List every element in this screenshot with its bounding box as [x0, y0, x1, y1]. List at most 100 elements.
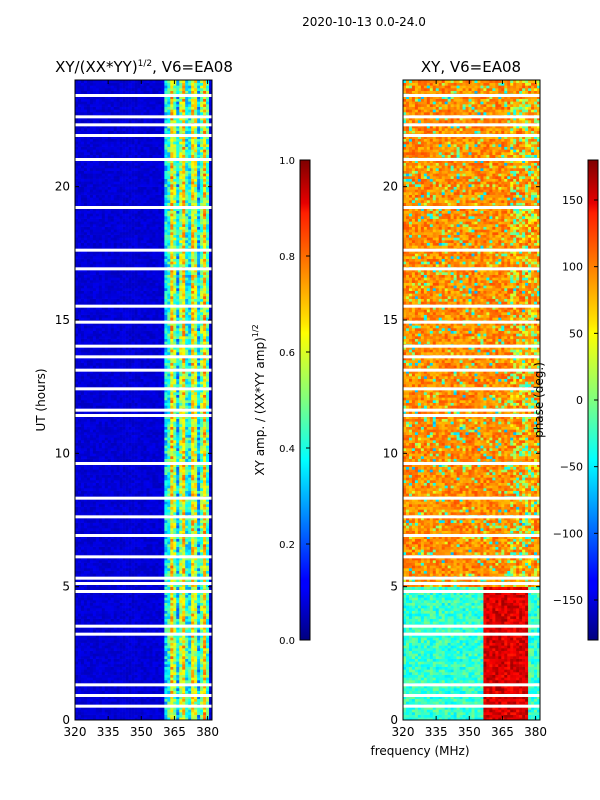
heatmap-cell — [104, 448, 109, 451]
heatmap-cell — [137, 509, 141, 513]
heatmap-cell — [161, 525, 165, 529]
heatmap-cell — [167, 578, 171, 582]
heatmap-cell — [179, 522, 183, 526]
heatmap-cell — [185, 602, 189, 606]
heatmap-cell — [185, 680, 189, 683]
heatmap-cell — [75, 549, 79, 553]
heatmap-cell — [209, 696, 213, 699]
heatmap-cell — [128, 488, 132, 491]
heatmap-cell — [200, 712, 204, 715]
heatmap-cell — [110, 645, 115, 649]
heatmap-cell — [146, 653, 150, 657]
heatmap-cell — [152, 642, 156, 646]
heatmap-cell — [206, 709, 210, 713]
heatmap-cell — [101, 445, 106, 449]
heatmap-cell — [176, 544, 180, 547]
heatmap-cell — [203, 498, 207, 502]
heatmap-cell — [146, 680, 150, 683]
heatmap-cell — [191, 493, 195, 497]
heatmap-cell — [122, 437, 126, 441]
heatmap-cell — [86, 541, 91, 545]
heatmap-cell — [206, 677, 210, 681]
heatmap-cell — [131, 640, 135, 643]
heatmap-cell — [110, 661, 115, 665]
heatmap-cell — [131, 560, 135, 563]
heatmap-cell — [161, 626, 165, 630]
heatmap-cell — [116, 538, 120, 542]
heatmap-cell — [143, 584, 147, 587]
heatmap-cell — [95, 453, 100, 457]
heatmap-cell — [164, 562, 168, 566]
heatmap-cell — [75, 504, 79, 507]
heatmap-cell — [92, 616, 97, 619]
heatmap-cell — [113, 717, 117, 721]
heatmap-cell — [164, 504, 168, 507]
heatmap-cell — [89, 474, 94, 478]
heatmap-cell — [89, 440, 94, 443]
heatmap-cell — [194, 458, 198, 462]
heatmap-cell — [75, 536, 79, 539]
heatmap-cell — [110, 669, 115, 673]
heatmap-cell — [179, 656, 183, 659]
heatmap-cell — [209, 453, 213, 457]
heatmap-cell — [75, 437, 79, 441]
heatmap-cell — [191, 560, 195, 563]
heatmap-cell — [143, 656, 147, 659]
heatmap-cell — [197, 453, 201, 457]
heatmap-cell — [176, 709, 180, 713]
heatmap-cell — [152, 525, 156, 529]
heatmap-cell — [203, 586, 207, 590]
heatmap-cell — [161, 701, 165, 705]
heatmap-cell — [194, 448, 198, 451]
heatmap-cell — [209, 717, 213, 721]
heatmap-cell — [101, 584, 106, 587]
heatmap-cell — [122, 517, 126, 521]
heatmap-cell — [164, 594, 168, 598]
heatmap-cell — [164, 714, 168, 718]
heatmap-cell — [143, 640, 147, 643]
heatmap-cell — [182, 480, 186, 483]
heatmap-cell — [128, 474, 132, 478]
heatmap-cell — [140, 586, 144, 590]
heatmap-cell — [107, 709, 112, 713]
heatmap-cell — [200, 546, 204, 550]
heatmap-cell — [116, 674, 120, 678]
heatmap-cell — [77, 597, 82, 601]
heatmap-cell — [152, 504, 156, 507]
heatmap-cell — [137, 637, 141, 641]
heatmap-cell — [149, 466, 153, 470]
heatmap-cell — [128, 432, 132, 435]
heatmap-cell — [137, 450, 141, 454]
heatmap-cell — [116, 520, 120, 523]
heatmap-cell — [107, 613, 112, 617]
heatmap-cell — [209, 512, 213, 515]
heatmap-cell — [176, 488, 180, 491]
heatmap-cell — [179, 586, 183, 590]
heatmap-cell — [191, 600, 195, 603]
heatmap-cell — [77, 448, 82, 451]
heatmap-cell — [92, 442, 97, 446]
heatmap-cell — [197, 501, 201, 505]
heatmap-cell — [158, 613, 162, 617]
heatmap-cell — [197, 546, 201, 550]
heatmap-cell — [164, 610, 168, 614]
heatmap-cell — [146, 477, 150, 481]
heatmap-cell — [119, 712, 123, 715]
heatmap-cell — [149, 565, 153, 569]
heatmap-cell — [185, 618, 189, 622]
heatmap-cell — [134, 437, 138, 441]
heatmap-cell — [152, 568, 156, 571]
heatmap-cell — [83, 669, 88, 673]
heatmap-cell — [83, 706, 88, 710]
heatmap-cell — [140, 714, 144, 718]
heatmap-cell — [104, 642, 109, 646]
heatmap-cell — [143, 608, 147, 611]
heatmap-cell — [107, 618, 112, 622]
heatmap-cell — [104, 666, 109, 670]
heatmap-cell — [179, 437, 183, 441]
heatmap-cell — [110, 685, 115, 689]
heatmap-cell — [86, 520, 91, 523]
heatmap-cell — [152, 714, 156, 718]
heatmap-cell — [80, 546, 85, 550]
heatmap-cell — [158, 584, 162, 587]
